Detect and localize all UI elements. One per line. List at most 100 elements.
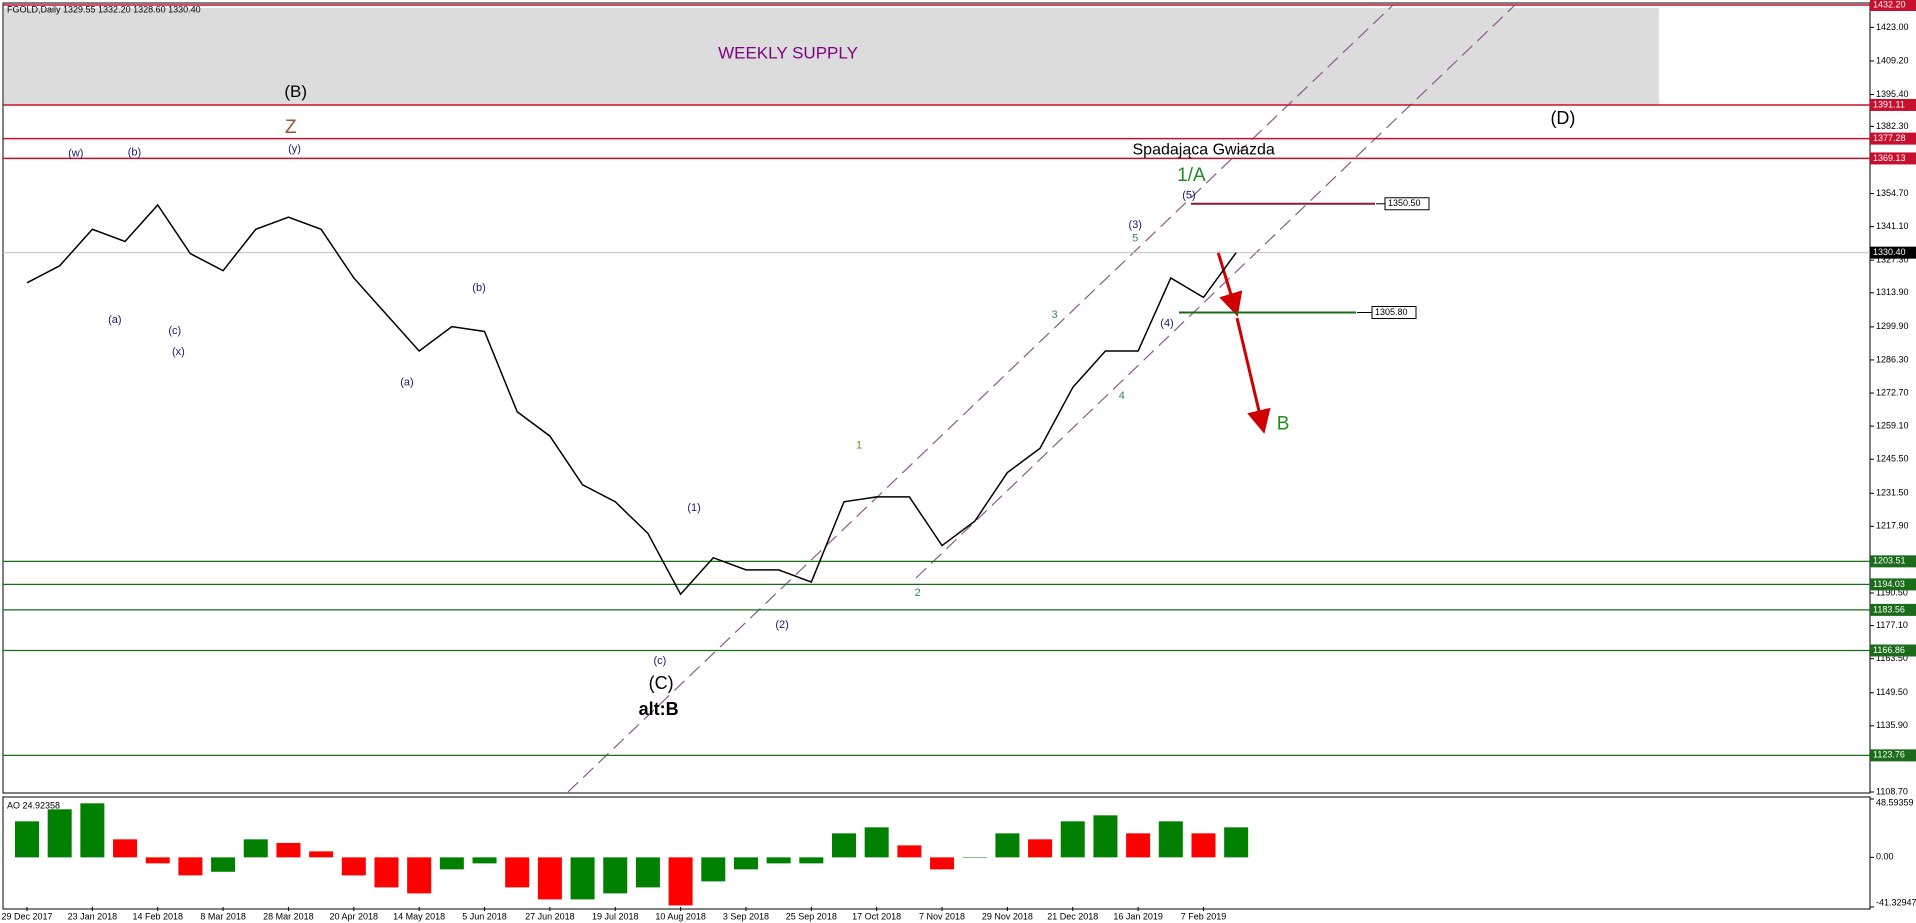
ao-bar: [472, 857, 497, 864]
x-tick-label: 3 Sep 2018: [723, 911, 769, 921]
ao-bar: [439, 857, 464, 870]
current-price-label: 1330.40: [1873, 247, 1906, 257]
marked-tag: [1371, 306, 1417, 320]
y-tick-label: 1231.50: [1876, 488, 1909, 498]
oscillator-label: AO 24.92358: [7, 800, 60, 810]
ao-bar: [1060, 821, 1085, 858]
ao-bar: [668, 857, 693, 906]
wave-label: (B): [284, 82, 307, 101]
y-tick-label: 1354.70: [1876, 188, 1909, 198]
x-tick-label: 7 Nov 2018: [919, 911, 965, 921]
ao-bar: [930, 857, 955, 870]
wave-label: (c): [653, 655, 666, 667]
y-tick-label: 1341.10: [1876, 221, 1909, 231]
ao-bar: [178, 857, 203, 876]
main-panel: [2, 2, 1871, 794]
ao-bar: [1028, 839, 1053, 858]
y-tick-label: 48.59359: [1876, 797, 1914, 807]
ao-bar: [1224, 827, 1249, 858]
zone-label: WEEKLY SUPPLY: [718, 43, 858, 62]
level-label: 1391.11: [1873, 99, 1905, 109]
y-tick-label: 1177.10: [1876, 620, 1908, 630]
ao-bar: [1093, 815, 1118, 858]
level-label: 1194.03: [1873, 579, 1905, 589]
ao-bar: [15, 821, 39, 858]
ao-bar: [897, 845, 922, 858]
ao-bar: [995, 833, 1020, 858]
wave-label: (c): [168, 325, 181, 337]
wave-label: (a): [400, 377, 413, 389]
level-label: 1123.76: [1873, 750, 1905, 760]
x-tick-label: 16 Jan 2019: [1113, 911, 1163, 921]
marked-label: 1350.50: [1388, 198, 1421, 208]
wave-label: Spadająca Gwiazda: [1133, 141, 1275, 158]
y-tick-label: 1272.70: [1876, 387, 1909, 397]
ao-bar: [374, 857, 399, 888]
y-tick-label: 1190.50: [1876, 587, 1908, 597]
y-tick-label: 1299.90: [1876, 321, 1909, 331]
wave-label: (a): [108, 314, 121, 326]
ao-bar: [1126, 833, 1151, 858]
wave-label: 1: [856, 439, 862, 451]
wave-label: 5: [1132, 233, 1138, 245]
ao-bar: [211, 857, 236, 872]
wave-label: (w): [68, 148, 83, 160]
wave-label: (2): [775, 619, 788, 631]
ao-bar: [341, 857, 366, 876]
price-tag: [1870, 246, 1916, 259]
ao-bar: [47, 809, 72, 858]
level-label: 1183.56: [1873, 604, 1905, 614]
level-tag: [1870, 555, 1916, 568]
y-tick-label: 1395.40: [1876, 89, 1909, 99]
ao-bar: [113, 839, 138, 858]
level-label: 1377.28: [1873, 133, 1906, 143]
ao-bar: [276, 842, 301, 858]
marked-tag: [1384, 197, 1430, 211]
level-label: 1369.13: [1873, 153, 1906, 163]
x-tick-label: 27 Jun 2018: [525, 911, 575, 921]
ao-bar: [962, 857, 987, 858]
wave-label: (4): [1160, 318, 1173, 330]
ao-bar: [1158, 821, 1183, 858]
wave-label: alt:B: [639, 699, 679, 719]
x-tick-label: 21 Dec 2018: [1047, 911, 1098, 921]
arrow: [1235, 317, 1271, 434]
y-tick-label: -41.32947: [1876, 897, 1916, 907]
y-tick-label: 1409.20: [1876, 55, 1909, 65]
y-tick-label: 1149.50: [1876, 687, 1908, 697]
level-tag: [1870, 644, 1916, 657]
x-tick-label: 28 Mar 2018: [263, 911, 314, 921]
ao-bar: [799, 857, 824, 864]
level-tag: [1870, 603, 1916, 616]
x-tick-label: 25 Sep 2018: [786, 911, 837, 921]
supply-zone: [4, 8, 1659, 105]
level-tag: [1870, 132, 1916, 145]
level-label: 1166.86: [1873, 645, 1905, 655]
x-tick-label: 29 Dec 2017: [1, 911, 52, 921]
level-label: 1432.20: [1873, 0, 1906, 9]
ao-bar: [309, 851, 334, 858]
wave-label: 3: [1052, 309, 1058, 321]
wave-label: (3): [1129, 219, 1142, 231]
ao-bar: [864, 827, 889, 858]
ao-bar: [832, 833, 856, 858]
y-tick-label: 1163.50: [1876, 653, 1908, 663]
x-tick-label: 5 Jun 2018: [462, 911, 507, 921]
y-tick-label: 1327.30: [1876, 255, 1909, 265]
wave-label: 4: [1119, 390, 1125, 402]
level-tag: [1870, 749, 1916, 762]
chart-header: FGOLD,Daily 1329.55 1332.20 1328.60 1330…: [7, 4, 201, 14]
ao-bar: [80, 803, 105, 858]
y-tick-label: 1135.90: [1876, 720, 1908, 730]
level-tag: [1870, 0, 1916, 11]
wave-label: B: [1277, 414, 1290, 435]
y-tick-label: 1259.10: [1876, 420, 1909, 430]
ao-bar: [145, 857, 170, 864]
ao-bar: [701, 857, 726, 882]
wave-label: Z: [285, 117, 297, 138]
x-tick-label: 19 Jul 2018: [592, 911, 639, 921]
level-tag: [1870, 578, 1916, 591]
wave-label: 2: [915, 587, 921, 599]
ao-bar: [407, 857, 432, 894]
